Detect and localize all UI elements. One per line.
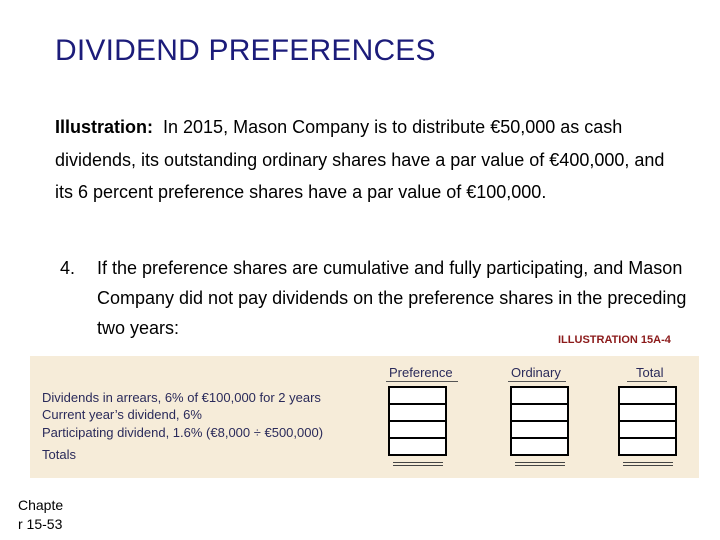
list-item-text: If the preference shares are cumulative …	[97, 258, 687, 338]
page-title: DIVIDEND PREFERENCES	[55, 34, 436, 67]
table-row-participating: Participating dividend, 1.6% (€8,000 ÷ €…	[42, 425, 324, 440]
column-header-preference: Preference	[389, 365, 453, 380]
column-header-rule	[386, 381, 458, 382]
illustration-paragraph: Illustration: In 2015, Mason Company is …	[55, 111, 675, 209]
column-header-ordinary: Ordinary	[511, 365, 561, 380]
chapter-footer: Chapte r 15-53	[18, 496, 63, 534]
column-header-total: Total	[636, 365, 664, 380]
total-answer-cells	[618, 386, 677, 466]
answer-cell[interactable]	[388, 437, 447, 456]
table-row-current: Current year’s dividend, 6%	[42, 407, 202, 422]
ordinary-answer-cells	[510, 386, 569, 466]
dividend-table: Preference Ordinary Total Dividends in a…	[30, 356, 699, 478]
column-header-rule	[508, 381, 566, 382]
double-underline	[392, 465, 443, 466]
illustration-lead: Illustration:	[55, 117, 153, 137]
preference-answer-cells	[388, 386, 447, 466]
answer-cell[interactable]	[510, 437, 569, 456]
illustration-label: ILLUSTRATION 15A-4	[558, 334, 671, 346]
table-row-arrears: Dividends in arrears, 6% of €100,000 for…	[42, 390, 321, 405]
double-underline	[514, 465, 565, 466]
double-underline	[392, 462, 443, 463]
column-header-rule	[627, 381, 667, 382]
double-underline	[622, 462, 673, 463]
list-item-number: 4.	[60, 258, 76, 278]
double-underline	[622, 465, 673, 466]
answer-cell[interactable]	[618, 437, 677, 456]
footer-line-1: Chapte	[18, 497, 64, 513]
footer-line-2: r 15-53	[18, 516, 63, 532]
table-row-totals: Totals	[42, 447, 76, 462]
illustration-text: In 2015, Mason Company is to distribute …	[55, 117, 665, 203]
double-underline	[514, 462, 565, 463]
